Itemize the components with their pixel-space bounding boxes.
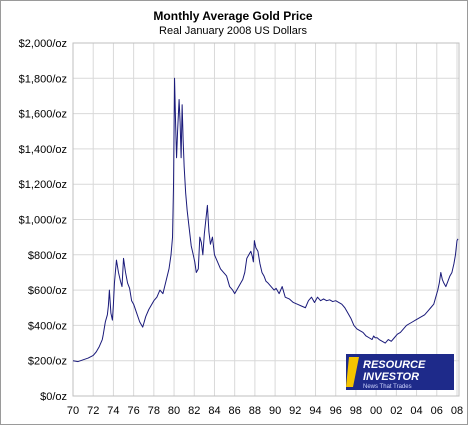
logo-mark: [346, 357, 359, 387]
y-tick-label: $0/oz: [40, 391, 67, 403]
x-tick-label: 86: [229, 405, 241, 417]
grid: [72, 42, 459, 397]
x-tick-label: 74: [107, 405, 119, 417]
x-tick-label: 98: [350, 405, 362, 417]
x-tick-label: 70: [67, 405, 79, 417]
y-tick-label: $1,000/oz: [19, 215, 67, 227]
y-tick-label: $600/oz: [28, 285, 67, 297]
x-tick-label: 80: [168, 405, 180, 417]
x-tick-label: 82: [188, 405, 200, 417]
x-tick-label: 94: [309, 405, 321, 417]
plot-area: [72, 42, 460, 397]
logo-line2: INVESTOR: [363, 371, 419, 383]
y-tick-label: $1,800/oz: [19, 73, 67, 85]
y-tick-label: $200/oz: [28, 356, 67, 368]
x-tick-label: 92: [289, 405, 301, 417]
x-tick-label: 84: [208, 405, 220, 417]
x-tick-label: 72: [87, 405, 99, 417]
chart-subtitle: Real January 2008 US Dollars: [159, 25, 307, 37]
logo-line1: RESOURCE: [363, 359, 426, 371]
y-tick-label: $1,600/oz: [19, 109, 67, 121]
x-tick-label: 00: [370, 405, 382, 417]
x-tick-label: 90: [269, 405, 281, 417]
y-tick-label: $1,200/oz: [19, 179, 67, 191]
x-tick-label: 04: [410, 405, 422, 417]
y-axis-ticks: $0/oz $200/oz $400/oz $600/oz $800/oz $1,000/…: [19, 38, 67, 403]
x-tick-label: 06: [431, 405, 443, 417]
resource-investor-logo: RESOURCE INVESTOR News That Trades: [346, 354, 454, 390]
x-tick-label: 08: [451, 405, 463, 417]
y-tick-label: $800/oz: [28, 250, 67, 262]
x-tick-label: 76: [128, 405, 140, 417]
y-tick-label: $1,400/oz: [19, 144, 67, 156]
logo-tagline: News That Trades: [363, 384, 412, 390]
logo-background: [346, 354, 454, 390]
gold-price-line: [72, 77, 459, 363]
x-tick-label: 96: [330, 405, 342, 417]
x-tick-label: 78: [148, 405, 160, 417]
chart-title: Monthly Average Gold Price: [153, 9, 312, 23]
x-axis-ticks: 70 72 74 76 78 80 82 84 86 88 90 92 94 96 98 00 02 04 06 08: [67, 405, 463, 417]
y-tick-label: $2,000/oz: [19, 38, 67, 50]
x-tick-label: 02: [390, 405, 402, 417]
y-tick-label: $400/oz: [28, 320, 67, 332]
x-tick-label: 88: [249, 405, 261, 417]
